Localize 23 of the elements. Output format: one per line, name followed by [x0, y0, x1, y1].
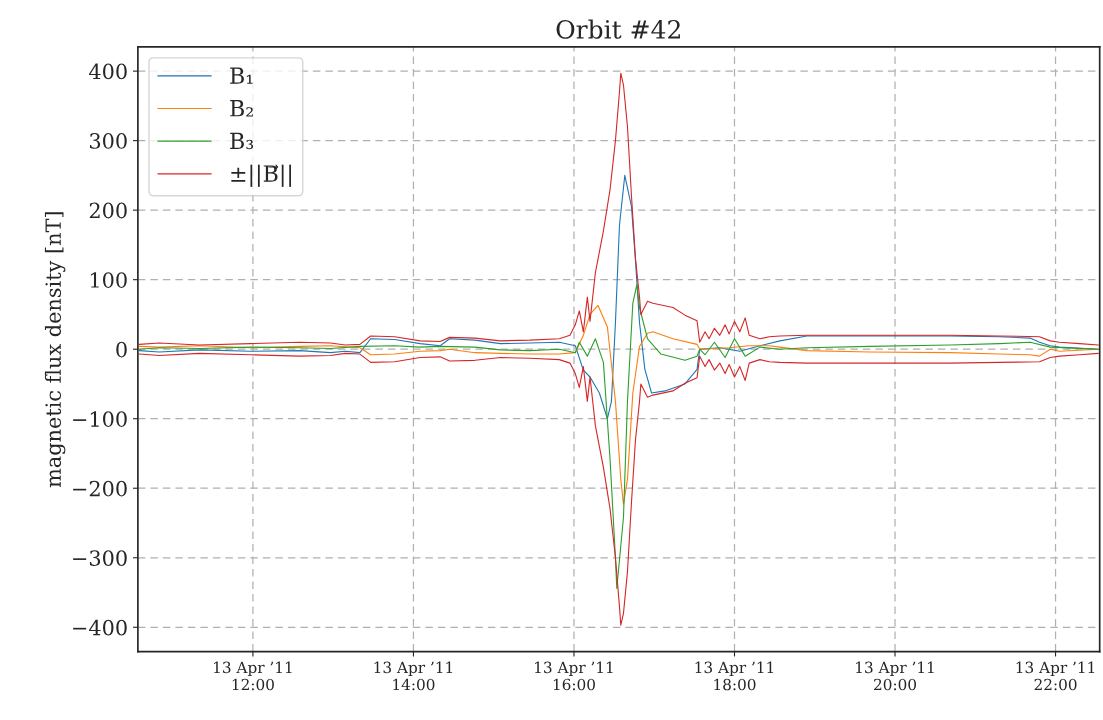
legend-label: B₃ — [230, 132, 254, 150]
x-tick-label: 13 Apr ’11 20:00 — [856, 661, 934, 691]
legend-label: B₁ — [230, 67, 253, 84]
line-series — [138, 283, 1099, 589]
x-tick-label: 13 Apr ’11 16:00 — [535, 661, 613, 691]
legend-label: B₂ — [230, 100, 253, 117]
line-series — [138, 352, 1099, 626]
y-tick-label: −300 — [73, 550, 127, 566]
y-tick-label: 100 — [90, 272, 127, 288]
x-tick-label: 13 Apr ’11 12:00 — [214, 661, 292, 691]
y-tick-label: 400 — [89, 63, 127, 80]
legend-label: ±||B⃗|| — [231, 164, 292, 187]
y-axis-title: magnetic flux density [nT] — [44, 212, 66, 488]
y-tick-label: −200 — [73, 480, 127, 497]
x-tick-label: 13 Apr ’11 14:00 — [374, 661, 453, 691]
y-tick-label: 300 — [89, 133, 127, 149]
x-tick-label: 13 Apr ’11 18:00 — [695, 661, 774, 691]
y-tick-label: 200 — [89, 202, 127, 219]
x-tick-label: 13 Apr ’11 22:00 — [1016, 661, 1095, 691]
chart-title: Orbit #42 — [556, 19, 680, 39]
y-tick-label: 0 — [116, 341, 127, 358]
y-tick-label: −400 — [73, 619, 127, 636]
y-tick-label: −100 — [73, 411, 127, 427]
